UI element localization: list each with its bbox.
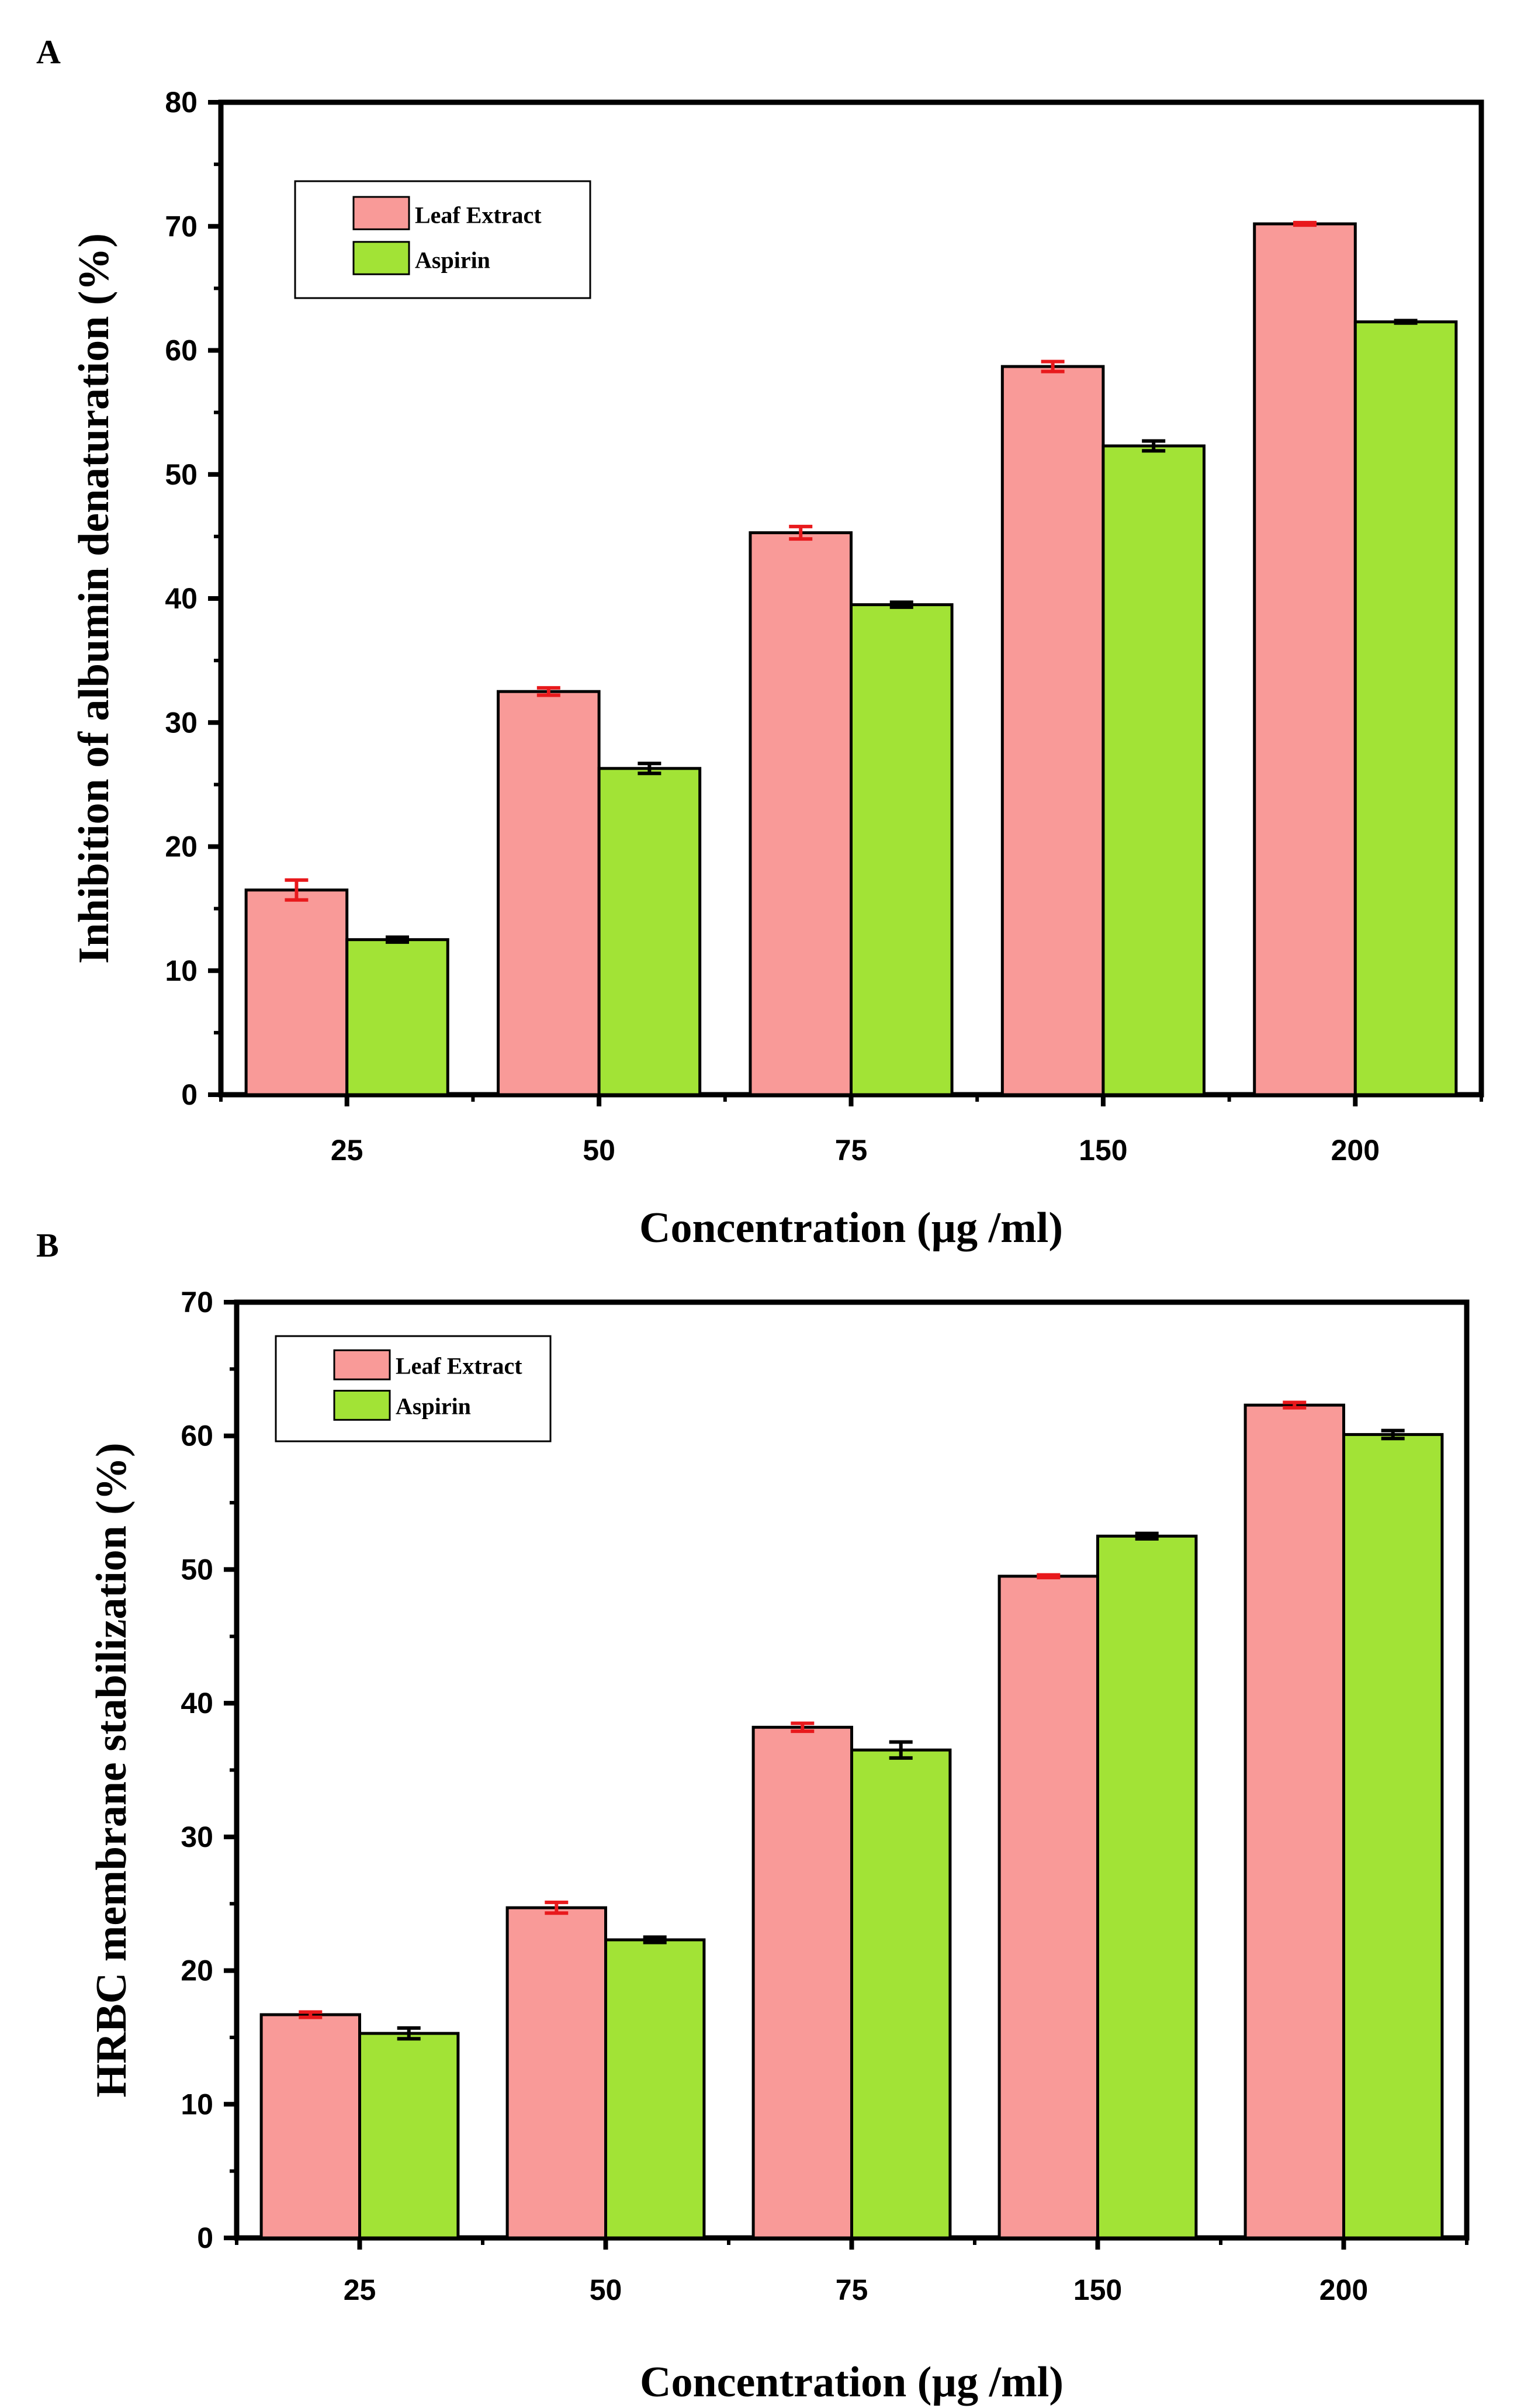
x-tick-label: 150 (1073, 2274, 1122, 2306)
y-tick-label: 70 (181, 1286, 213, 1319)
y-tick-label: 80 (165, 86, 198, 119)
error-bar (1293, 220, 1317, 227)
bar-aspirin (1353, 320, 1458, 1096)
y-tick-label: 50 (181, 1553, 213, 1586)
y-tick-label: 40 (181, 1687, 213, 1719)
y-tick-label: 10 (165, 954, 198, 987)
y-tick-label: 60 (181, 1420, 213, 1452)
legend-swatch (352, 241, 410, 275)
y-tick-label: 60 (165, 334, 198, 367)
bar-aspirin (1342, 1433, 1444, 2240)
error-bar (643, 1935, 667, 1945)
bar-aspirin (597, 767, 702, 1096)
bar-aspirin (850, 603, 954, 1096)
x-tick-label: 200 (1319, 2274, 1368, 2306)
legend-swatch (333, 1349, 391, 1381)
x-tick-label: 25 (331, 1134, 363, 1167)
error-bar (299, 2010, 323, 2019)
x-tick-label: 75 (836, 2274, 868, 2306)
bar-leaf-extract (749, 531, 853, 1096)
legend-box (294, 180, 591, 299)
bar-leaf-extract (259, 2013, 361, 2240)
error-bar (791, 1721, 815, 1734)
legend-swatch (352, 196, 410, 230)
y-axis-label: Inhibition of albumin denaturation (%) (70, 233, 118, 964)
y-tick-label: 10 (181, 2088, 213, 2120)
error-bar (1394, 319, 1418, 325)
error-bar (789, 524, 813, 541)
bar-aspirin (358, 2032, 460, 2240)
y-tick-label: 0 (181, 1078, 198, 1111)
chart-b: 0 10 20 30 40 50 60 70 25 50 75 150 200 Leaf Extract A… (88, 1286, 1470, 2406)
legend-swatch (333, 1389, 391, 1421)
y-tick-label: 30 (165, 706, 198, 739)
x-tick-label: 200 (1331, 1134, 1380, 1167)
y-tick-label: 70 (165, 210, 198, 243)
panel-label-a: A (36, 33, 61, 71)
legend: Leaf Extract Aspirin (275, 1335, 552, 1442)
error-bar (1283, 1400, 1307, 1410)
error-bar (536, 686, 560, 697)
x-axis-label: Concentration (µg /ml) (640, 2358, 1064, 2406)
y-tick-label: 0 (197, 2222, 213, 2254)
error-bar (1135, 1531, 1159, 1541)
bar-leaf-extract (1000, 365, 1105, 1096)
error-bar (545, 1900, 569, 1915)
bar-aspirin (604, 1938, 706, 2240)
legend-label: Aspirin (415, 247, 490, 273)
bar-aspirin (1102, 444, 1206, 1096)
error-bar (889, 600, 913, 609)
y-tick-label: 20 (181, 1954, 213, 1987)
panel-label-b: B (36, 1226, 59, 1264)
error-bar (385, 935, 409, 944)
x-tick-label: 75 (835, 1134, 868, 1167)
error-bar (285, 878, 309, 902)
error-bar (1037, 1573, 1061, 1580)
x-tick-label: 50 (583, 1134, 615, 1167)
bar-leaf-extract (505, 1906, 607, 2240)
y-axis-label: HRBC membrane stabilization (%) (88, 1442, 136, 2097)
bar-aspirin (345, 938, 449, 1096)
bar-leaf-extract (497, 690, 601, 1096)
chart-a: 0 10 20 30 40 50 60 70 80 25 50 75 150 200 Leaf Extrac… (70, 86, 1484, 1252)
y-tick-label: 40 (165, 582, 198, 615)
x-tick-label: 25 (344, 2274, 376, 2306)
error-bar (1142, 439, 1166, 453)
error-bar (397, 2026, 421, 2041)
legend-box (275, 1335, 552, 1442)
legend-label: Leaf Extract (396, 1352, 522, 1379)
legend-label: Aspirin (396, 1393, 471, 1420)
bar-leaf-extract (244, 888, 349, 1096)
bar-aspirin (1096, 1534, 1198, 2240)
error-bar (1381, 1428, 1405, 1441)
y-tick-label: 50 (165, 458, 198, 491)
error-bar (1041, 359, 1065, 373)
bar-leaf-extract (997, 1575, 1099, 2240)
x-axis-label: Concentration (µg /ml) (639, 1204, 1063, 1252)
bar-leaf-extract (1243, 1403, 1346, 2240)
y-tick-label: 30 (181, 1821, 213, 1853)
legend-label: Leaf Extract (415, 202, 542, 229)
x-tick-label: 50 (590, 2274, 622, 2306)
legend: Leaf Extract Aspirin (294, 180, 591, 299)
y-tick-label: 20 (165, 831, 198, 863)
bar-leaf-extract (1253, 222, 1357, 1096)
bar-aspirin (850, 1748, 952, 2240)
error-bar (638, 762, 661, 776)
x-tick-label: 150 (1079, 1134, 1127, 1167)
error-bar (889, 1740, 913, 1760)
bar-leaf-extract (751, 1725, 853, 2240)
